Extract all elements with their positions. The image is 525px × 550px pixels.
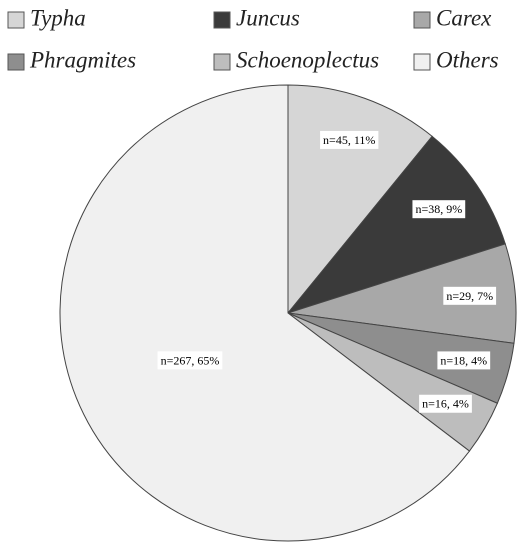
data-label: n=45, 11% xyxy=(320,130,379,149)
data-label-text: n=267, 65% xyxy=(161,353,220,367)
data-label: n=16, 4% xyxy=(419,394,472,413)
data-label: n=18, 4% xyxy=(437,351,491,370)
data-label-box xyxy=(419,394,472,413)
legend-swatch xyxy=(413,11,431,29)
data-label-box xyxy=(320,130,379,149)
legend-label: Others xyxy=(436,47,499,72)
data-label-box xyxy=(437,351,491,370)
data-label: n=29, 7% xyxy=(443,286,497,305)
legend-swatch xyxy=(213,53,231,71)
data-label-text: n=29, 7% xyxy=(446,289,493,303)
data-label-box xyxy=(443,286,497,305)
legend-label: Phragmites xyxy=(29,47,136,72)
data-label-text: n=18, 4% xyxy=(440,353,487,367)
data-label-text: n=16, 4% xyxy=(422,397,469,411)
data-label-text: n=38, 9% xyxy=(415,202,462,216)
legend-swatch xyxy=(7,53,25,71)
pie-slice xyxy=(286,135,506,314)
legend-swatch xyxy=(7,11,25,29)
data-label: n=38, 9% xyxy=(412,200,466,219)
data-label: n=267, 65% xyxy=(157,351,223,370)
legend-label: Juncus xyxy=(236,5,300,30)
legend-swatch xyxy=(413,53,431,71)
legend-swatch xyxy=(213,11,231,29)
data-label-box xyxy=(157,351,223,370)
data-label-box xyxy=(412,200,466,219)
legend-label: Carex xyxy=(436,5,492,30)
pie-slice xyxy=(59,84,471,542)
legend-label: Typha xyxy=(30,5,86,30)
data-label-text: n=45, 11% xyxy=(323,133,375,147)
legend-label: Schoenoplectus xyxy=(236,47,379,72)
